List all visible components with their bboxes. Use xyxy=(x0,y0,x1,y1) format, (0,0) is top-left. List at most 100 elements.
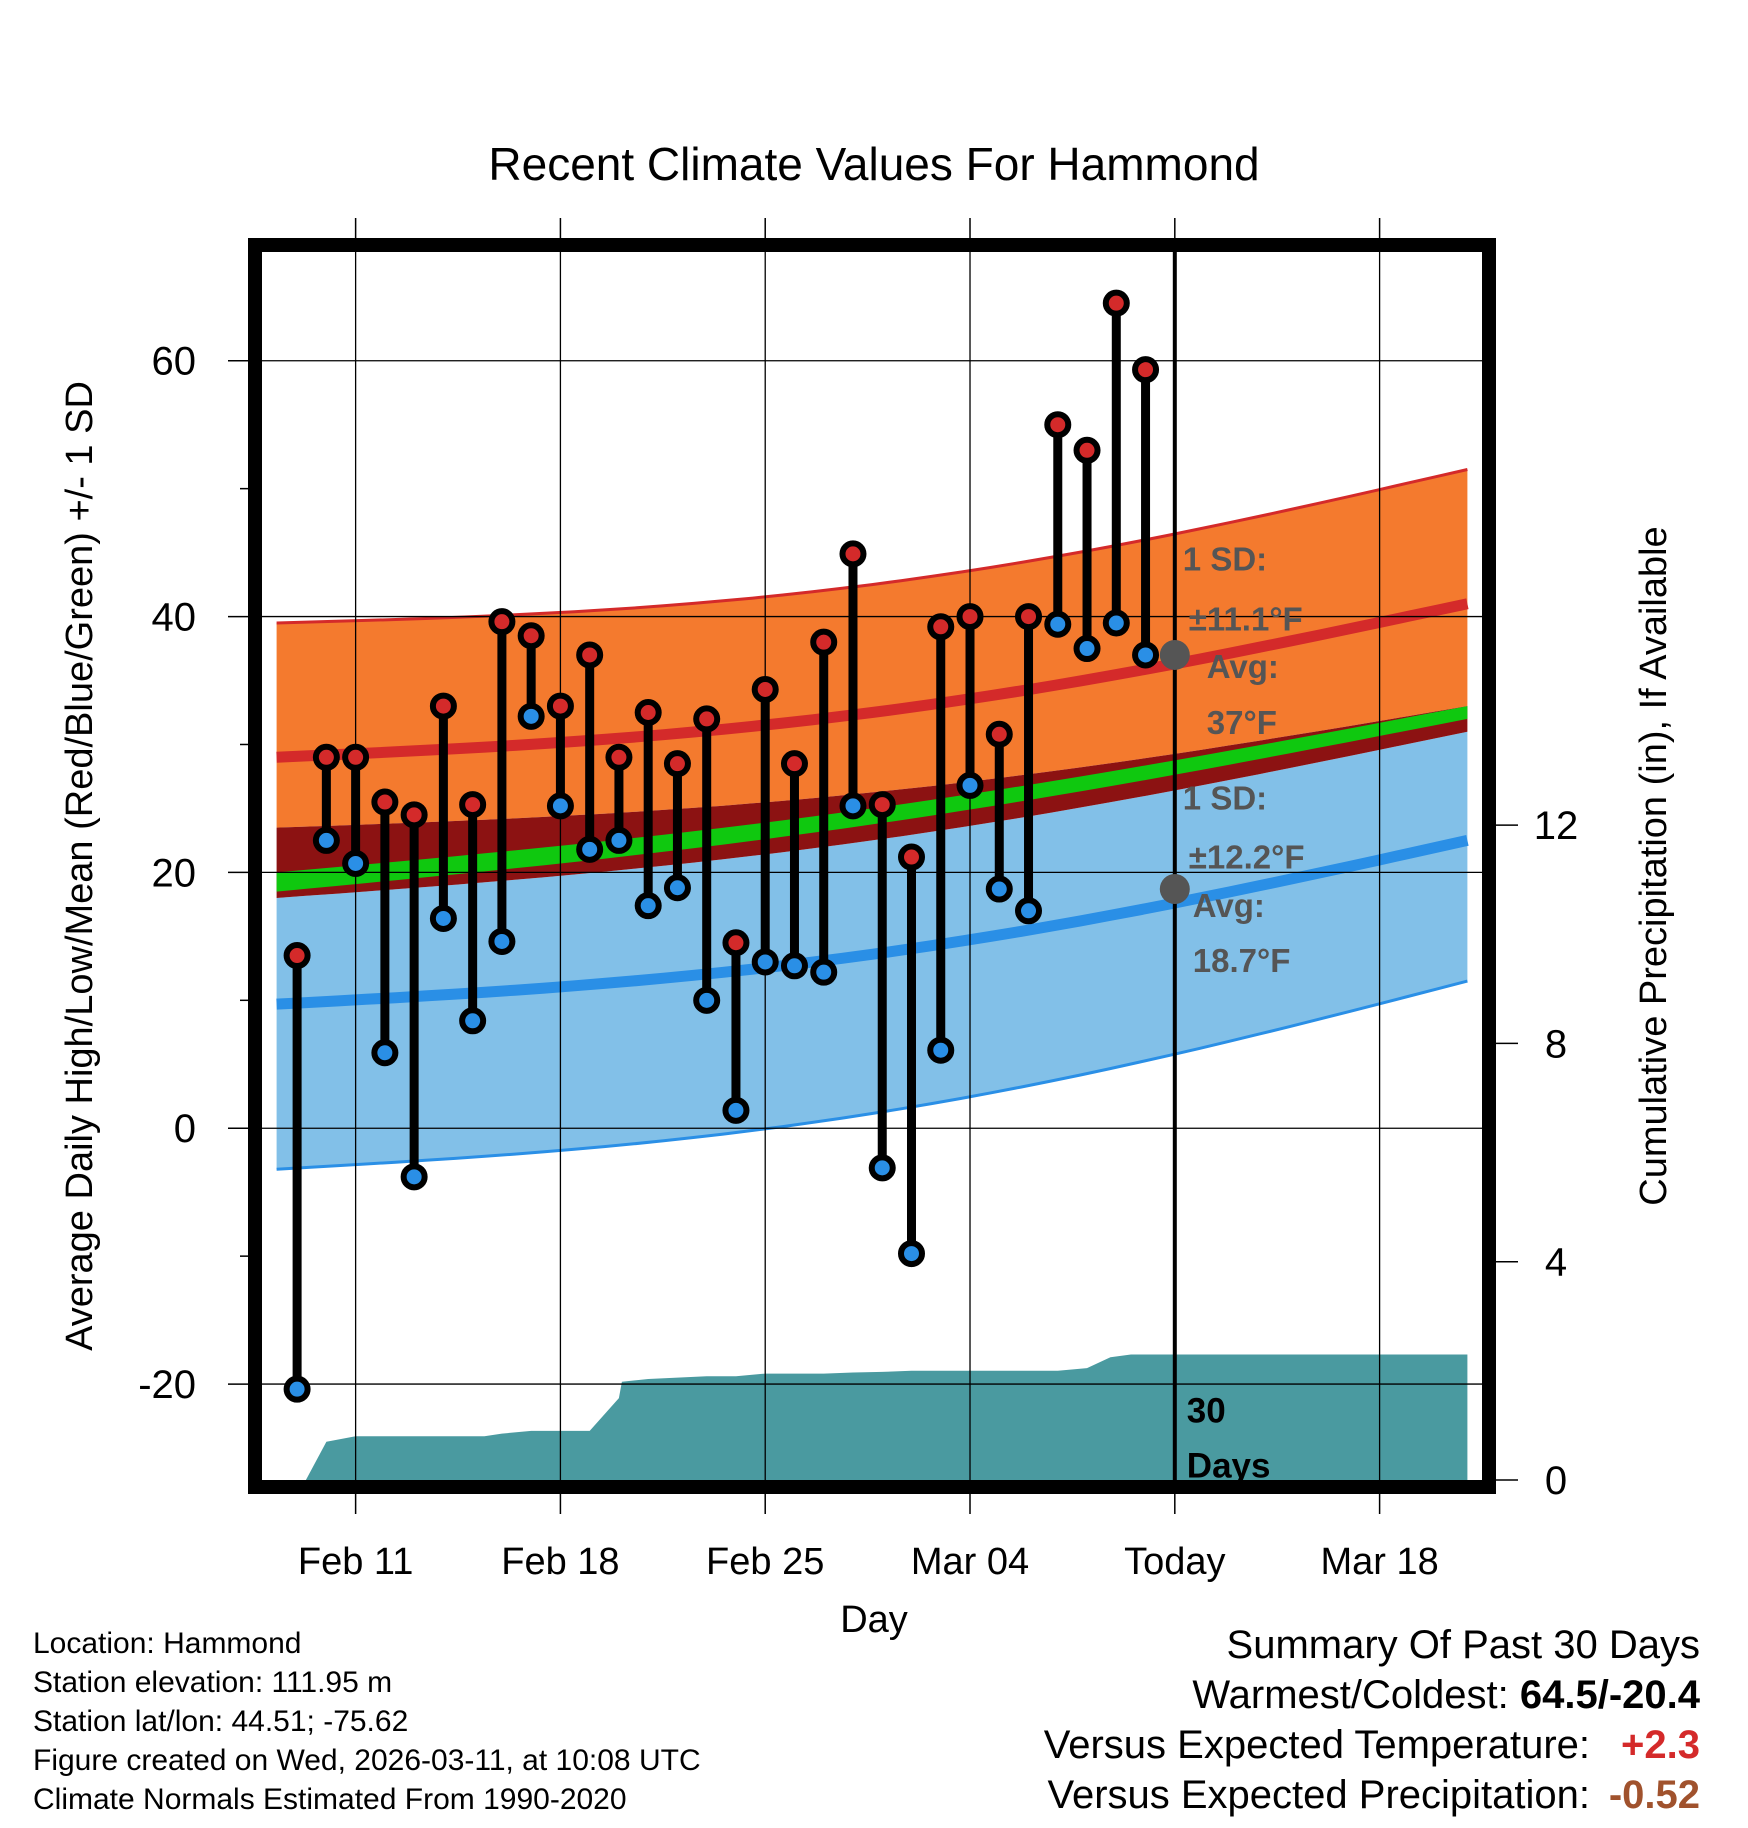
y2-tick-label: 12 xyxy=(1534,804,1579,848)
normal-mean-line xyxy=(276,706,1468,892)
daily-low-point xyxy=(985,875,1013,903)
normal-annotations: 1 SD: ±11.1°F Avg: 37°F 1 SD: ±12.2°F Av… xyxy=(1159,541,1305,1485)
daily-high-point xyxy=(283,942,311,970)
y-tick-label: 20 xyxy=(152,851,197,895)
daily-high-point xyxy=(810,628,838,656)
daily-high-point xyxy=(605,743,633,771)
daily-low-point xyxy=(810,958,838,986)
low-sd-label: 1 SD: xyxy=(1183,780,1267,817)
low-sd-value: ±12.2°F xyxy=(1189,839,1305,876)
daily-low-point xyxy=(1102,609,1130,637)
daily-low-point xyxy=(897,1240,925,1268)
station-location: Location: Hammond xyxy=(33,1627,302,1660)
high-sd-label: 1 SD: xyxy=(1183,541,1267,578)
y-axis-label: Average Daily High/Low/Mean (Red/Blue/Gr… xyxy=(59,381,101,1351)
daily-low-point xyxy=(576,835,604,863)
x-tick-label: Feb 25 xyxy=(706,1541,824,1583)
daily-high-point xyxy=(371,788,399,816)
daily-high-point xyxy=(897,843,925,871)
temp-departure-label: Versus Expected Temperature: xyxy=(1043,1723,1590,1767)
x-tick-label: Feb 11 xyxy=(298,1541,413,1583)
low-avg-label: Avg: xyxy=(1193,887,1265,924)
daily-high-point xyxy=(546,692,574,720)
climate-normals-note: Climate Normals Estimated From 1990-2020 xyxy=(33,1783,627,1816)
daily-high-point xyxy=(927,613,955,641)
x-tick-label: Today xyxy=(1124,1541,1225,1583)
high-avg-label: Avg: xyxy=(1207,648,1279,685)
summary-title: Summary Of Past 30 Days xyxy=(1226,1623,1700,1667)
y-tick-label: 40 xyxy=(152,596,197,640)
station-info: Location: Hammond Station elevation: 111… xyxy=(33,1624,701,1819)
daily-high-point xyxy=(488,608,516,636)
y2-tick-label: 8 xyxy=(1545,1022,1567,1066)
daily-observations xyxy=(283,289,1160,1403)
daily-high-point xyxy=(576,641,604,669)
precip-departure-label: Versus Expected Precipitation: xyxy=(1047,1773,1590,1817)
daily-low-point xyxy=(312,826,340,854)
daily-low-point xyxy=(1132,641,1160,669)
daily-low-point xyxy=(342,849,370,877)
daily-high-point xyxy=(1102,289,1130,317)
daily-low-point xyxy=(751,948,779,976)
daily-high-point xyxy=(868,791,896,819)
chart-title: Recent Climate Values For Hammond xyxy=(488,138,1259,190)
daily-low-point xyxy=(517,702,545,730)
daily-high-point xyxy=(1132,356,1160,384)
daily-high-point xyxy=(985,720,1013,748)
axis-ticks: Feb 11 Feb 18 Feb 25 Mar 04 Today Mar 18 -20 0 2… xyxy=(138,218,1578,1583)
daily-high-point xyxy=(459,791,487,819)
daily-low-point xyxy=(400,1163,428,1191)
warmest-coldest-value: 64.5/-20.4 xyxy=(1519,1673,1700,1717)
daily-high-point xyxy=(693,705,721,733)
daily-high-point xyxy=(312,743,340,771)
station-latlon: Station lat/lon: 44.51; -75.62 xyxy=(33,1705,409,1738)
daily-high-point xyxy=(517,622,545,650)
y2-tick-label: 4 xyxy=(1545,1241,1567,1285)
days-word-label: Days xyxy=(1187,1446,1271,1485)
y-tick-label: -20 xyxy=(138,1363,196,1407)
temp-departure-row: Versus Expected Temperature: +2.3 xyxy=(1044,1720,1700,1770)
daily-low-point xyxy=(546,792,574,820)
daily-high-point xyxy=(1015,603,1043,631)
plot-area xyxy=(262,252,1482,1480)
x-tick-label: Mar 18 xyxy=(1320,1541,1438,1583)
precip-departure-row: Versus Expected Precipitation: -0.52 xyxy=(1044,1770,1700,1820)
precipitation-area xyxy=(305,1354,1468,1480)
daily-low-point xyxy=(956,771,984,799)
daily-low-point xyxy=(663,874,691,902)
daily-high-point xyxy=(839,540,867,568)
daily-low-point xyxy=(459,1007,487,1035)
low-sd-lower-line xyxy=(276,979,1468,1171)
precip-departure-value: -0.52 xyxy=(1608,1773,1700,1817)
y2-tick-label: 0 xyxy=(1545,1459,1567,1503)
daily-low-point xyxy=(722,1096,750,1124)
y-tick-label: 60 xyxy=(152,340,197,384)
warmest-coldest-label: Warmest/Coldest: xyxy=(1192,1673,1520,1717)
plot-frame xyxy=(248,238,1496,1494)
daily-low-point xyxy=(1073,635,1101,663)
daily-high-point xyxy=(722,929,750,957)
daily-high-point xyxy=(751,675,779,703)
daily-high-point xyxy=(400,801,428,829)
normal-high-line xyxy=(276,598,1469,763)
daily-low-point xyxy=(634,892,662,920)
daily-low-point xyxy=(283,1375,311,1403)
x-axis-label: Day xyxy=(840,1599,908,1641)
daily-low-point xyxy=(780,952,808,980)
station-elevation: Station elevation: 111.95 m xyxy=(33,1666,393,1699)
low-avg-marker xyxy=(1159,874,1190,905)
low-avg-value: 18.7°F xyxy=(1193,942,1291,979)
summary-panel: Summary Of Past 30 Days Warmest/Coldest:… xyxy=(1044,1620,1700,1820)
daily-high-point xyxy=(342,743,370,771)
high-sd-value: ±11.1°F xyxy=(1189,601,1303,638)
days-count-label: 30 xyxy=(1187,1391,1226,1430)
figure-created: Figure created on Wed, 2026-03-11, at 10… xyxy=(33,1744,701,1777)
y2-axis-label: Cumulative Precipitation (in), If Availa… xyxy=(1633,526,1675,1205)
daily-low-point xyxy=(371,1039,399,1067)
warmest-coldest-row: Warmest/Coldest: 64.5/-20.4 xyxy=(1044,1670,1700,1720)
daily-low-point xyxy=(1044,610,1072,638)
daily-low-point xyxy=(868,1154,896,1182)
daily-high-point xyxy=(1044,411,1072,439)
daily-low-point xyxy=(839,792,867,820)
